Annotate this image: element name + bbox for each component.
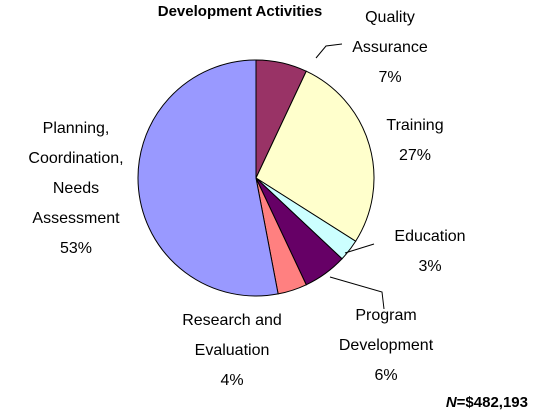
slice-label-line: Program (355, 307, 416, 324)
slice-label-line: Development (339, 337, 434, 354)
value-label: 53% (60, 240, 92, 257)
footnote-n: N (446, 394, 458, 411)
pie-slice (137, 59, 279, 297)
slice-label: Training (386, 117, 443, 134)
slice-label-line: Evaluation (195, 342, 270, 359)
slice-label: Education (394, 228, 465, 245)
slice-label-line: Education (394, 228, 465, 245)
slice-label: Research and Evaluation (182, 312, 282, 359)
slice-label: Quality Assurance (352, 9, 428, 56)
value-label: 27% (399, 147, 431, 164)
footnote: N=$482,193 (446, 394, 528, 411)
value-label: 4% (220, 372, 243, 389)
slice-label-line: Research and (182, 312, 282, 329)
value-label: 7% (378, 69, 401, 86)
leader-line (329, 276, 385, 310)
slice-label-line: Training (386, 117, 443, 134)
pie-slice (255, 70, 375, 242)
footnote-text: =$482,193 (457, 394, 528, 411)
slice-label-line: Assurance (352, 39, 428, 56)
slice-label: Planning, Coordination, Needs Assessment (28, 120, 123, 227)
value-label: 6% (374, 367, 397, 384)
slice-label-line: Planning, (43, 120, 110, 137)
slice-label-line: Quality (365, 9, 415, 26)
pie (137, 59, 375, 297)
slice-label-line: Assessment (32, 210, 120, 227)
slice-label-line: Needs (53, 180, 99, 197)
chart-title: Development Activities (158, 3, 323, 20)
leader-line (344, 243, 375, 254)
slice-label: Program Development (339, 307, 434, 354)
value-label: 3% (418, 258, 441, 275)
slice-label-line: Coordination, (28, 150, 123, 167)
leader-line (315, 43, 343, 59)
